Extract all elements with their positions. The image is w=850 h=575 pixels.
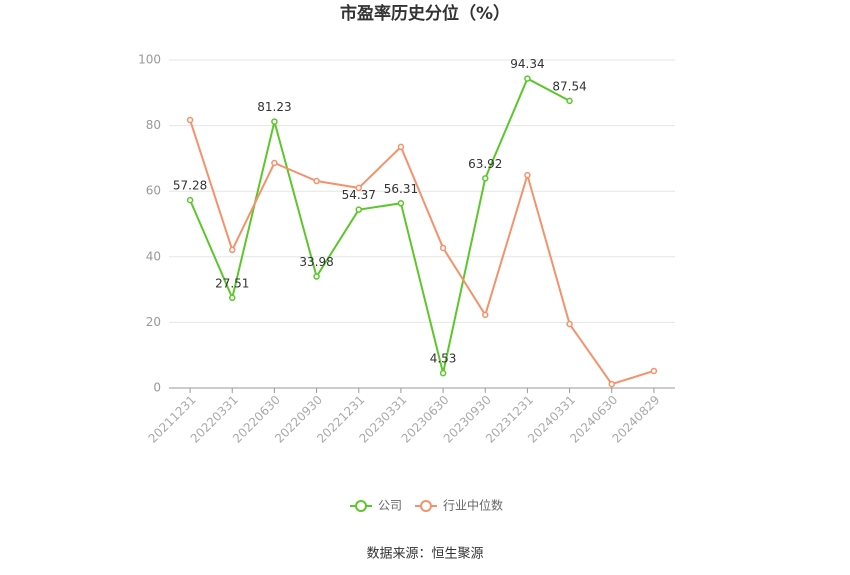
y-tick-label: 20 xyxy=(146,315,161,329)
point xyxy=(439,244,447,252)
y-tick-label: 0 xyxy=(153,381,161,395)
y-tick-label: 60 xyxy=(146,184,161,198)
data-label: 63.92 xyxy=(468,157,502,171)
point xyxy=(439,369,447,377)
legend-label: 行业中位数 xyxy=(443,498,503,513)
point xyxy=(524,171,531,179)
y-tick-label: 80 xyxy=(146,118,161,132)
legend-marker xyxy=(420,500,432,512)
y-tick-label: 40 xyxy=(146,249,161,263)
data-label: 94.34 xyxy=(510,57,544,71)
point xyxy=(229,246,236,254)
point xyxy=(524,75,531,82)
point xyxy=(397,143,405,151)
point xyxy=(229,294,236,302)
data-label: 4.53 xyxy=(430,352,457,366)
point xyxy=(482,311,489,319)
point xyxy=(355,184,362,192)
point xyxy=(482,175,489,182)
point xyxy=(355,206,362,213)
data-label: 57.28 xyxy=(173,179,207,193)
data-label: 87.54 xyxy=(552,79,586,93)
point xyxy=(313,273,320,280)
point xyxy=(271,118,278,125)
data-label: 81.23 xyxy=(257,100,291,114)
data-label: 54.37 xyxy=(342,188,376,202)
series-line xyxy=(189,119,655,386)
data-label: 33.98 xyxy=(299,255,333,269)
point xyxy=(566,97,573,105)
point xyxy=(186,196,194,204)
point xyxy=(566,320,573,328)
point xyxy=(397,200,405,207)
source: 数据来源：恒生聚源 xyxy=(366,547,483,562)
legend-label: 公司 xyxy=(378,499,402,513)
point xyxy=(186,116,194,124)
data-label: 27.51 xyxy=(215,276,249,290)
point xyxy=(608,380,615,388)
chart-title: 市盈率历史分位（%） xyxy=(340,3,510,24)
y-tick-label: 100 xyxy=(138,53,161,67)
data-label: 56.31 xyxy=(384,182,418,196)
legend-marker xyxy=(355,500,367,512)
point xyxy=(271,159,278,167)
point xyxy=(650,367,658,375)
series-line xyxy=(189,77,571,374)
point xyxy=(313,177,320,185)
